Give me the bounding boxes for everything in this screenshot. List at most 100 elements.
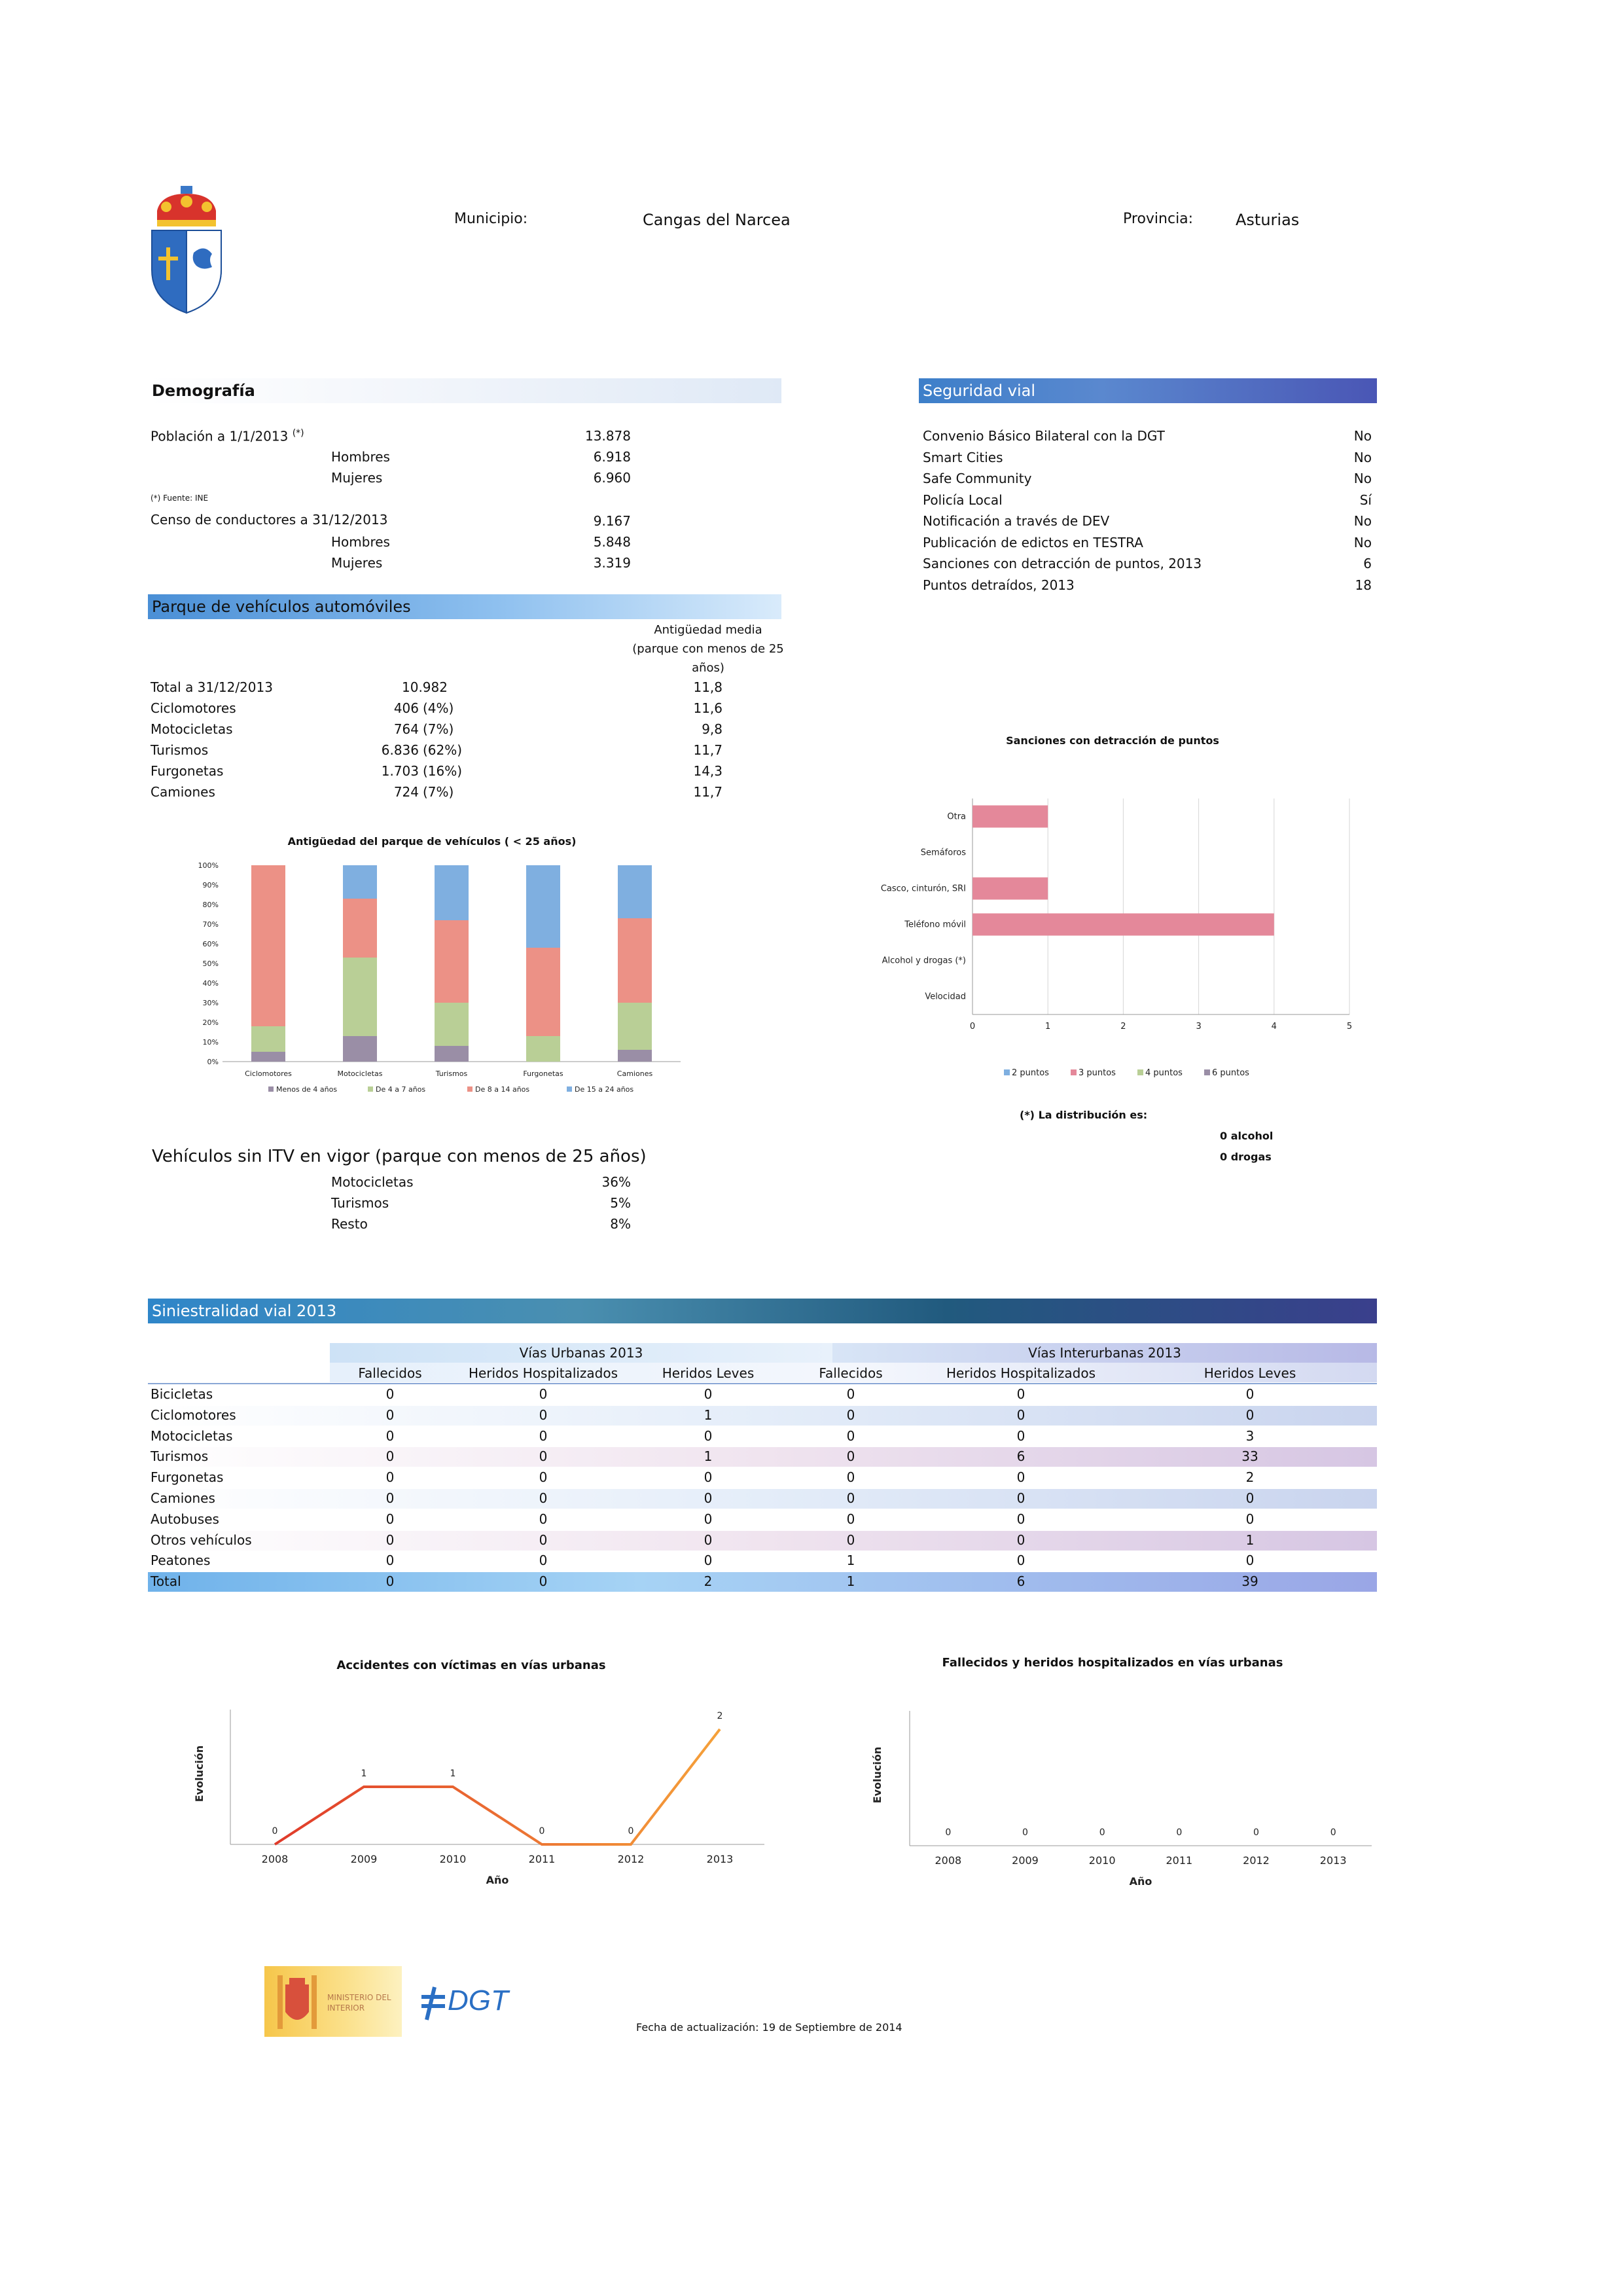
fallecidos-data-label: 0 (1022, 1827, 1028, 1838)
siniestralidad-cell: 2 (704, 1573, 713, 1590)
antiguedad-bar-segment (435, 1003, 469, 1046)
antiguedad-bar-segment (526, 865, 560, 948)
antiguedad-y-tick: 50% (203, 960, 219, 968)
fecha-actualizacion: Fecha de actualización: 19 de Septiembre… (636, 2021, 902, 2034)
siniestralidad-cell: 0 (385, 1532, 395, 1548)
seguridad-row-value: Sí (1359, 492, 1372, 508)
siniestralidad-row-bg (148, 1530, 1377, 1551)
parque-row-pct: (16%) (423, 763, 463, 779)
parque-row-label: Motocicletas (151, 721, 233, 737)
antiguedad-bar-segment (435, 920, 469, 1003)
antiguedad-bar-segment (618, 865, 652, 918)
siniestralidad-cell: 0 (539, 1573, 548, 1590)
vias-urbanas-group-header: Vías Urbanas 2013 (330, 1343, 832, 1363)
siniestralidad-cell: 0 (385, 1511, 395, 1527)
sanciones-bar (972, 805, 1048, 828)
siniestralidad-cell: 0 (539, 1552, 548, 1569)
provincia-value: Asturias (1236, 211, 1300, 229)
sanciones-y-tick: Otra (947, 812, 966, 822)
antiguedad-y-tick: 60% (203, 940, 219, 948)
sanciones-y-tick: Casco, cinturón, SRI (881, 884, 966, 894)
parque-row-antiguedad: 9,8 (702, 721, 722, 737)
siniestralidad-header: Siniestralidad vial 2013 (148, 1299, 1377, 1323)
antiguedad-bar-segment (526, 948, 560, 1036)
siniestralidad-cell: 0 (539, 1490, 548, 1506)
itv-row-value: 36% (601, 1174, 631, 1190)
siniestralidad-row-label: Motocicletas (151, 1427, 233, 1444)
sanciones-legend-swatch (1071, 1069, 1077, 1075)
siniestralidad-cell: 0 (539, 1386, 548, 1402)
fallecidos-x-label: Año (1130, 1875, 1152, 1888)
fallecidos-chart-title: Fallecidos y heridos hospitalizados en v… (942, 1656, 1283, 1670)
siniestralidad-cell: 6 (1016, 1573, 1026, 1590)
censo-hombres-label: Hombres (331, 534, 390, 550)
accidentes-chart-title: Accidentes con víctimas en vías urbanas (336, 1659, 606, 1672)
vias-interurbanas-label: Vías Interurbanas 2013 (1028, 1345, 1181, 1361)
antiguedad-y-tick: 100% (198, 861, 219, 870)
censo-mujeres-label: Mujeres (331, 555, 383, 571)
mujeres-value: 6.960 (593, 470, 631, 486)
fallecidos-data-label: 0 (1330, 1827, 1336, 1838)
accidentes-data-label: 2 (717, 1711, 723, 1721)
seguridad-row-label: Puntos detraídos, 2013 (923, 577, 1075, 593)
sanciones-legend-label: 4 puntos (1145, 1068, 1183, 1078)
parque-row-label: Total a 31/12/2013 (151, 679, 273, 695)
sanciones-x-tick: 2 (1120, 1022, 1126, 1031)
sanciones-chart: Sanciones con detracción de puntos 0 1 2 3 4… (844, 726, 1381, 1093)
parque-row-count: 724 (393, 784, 419, 800)
accidentes-x-label: Año (486, 1874, 509, 1886)
itv-title: Vehículos sin ITV en vigor (parque con m… (152, 1147, 647, 1166)
antiguedad-bar-segment (526, 1036, 560, 1062)
parque-row-count: 764 (393, 721, 419, 737)
fuente-note: (*) Fuente: INE (151, 493, 209, 503)
fallecidos-x-tick: 2009 (1012, 1854, 1039, 1867)
accidentes-x-tick: 2009 (351, 1853, 378, 1865)
siniestralidad-row-label: Camiones (151, 1490, 215, 1506)
parque-row-label: Camiones (151, 784, 215, 800)
accidentes-x-tick: 2011 (529, 1853, 556, 1865)
siniestralidad-cell: 0 (1016, 1511, 1026, 1527)
seguridad-row-value: No (1353, 471, 1372, 486)
vias-urbanas-label: Vías Urbanas 2013 (519, 1345, 643, 1361)
siniestralidad-row-label: Autobuses (151, 1511, 219, 1527)
hombres-label: Hombres (331, 449, 390, 465)
censo-mujeres-value: 3.319 (593, 555, 631, 571)
fallecidos-x-tick: 2011 (1166, 1854, 1192, 1867)
antiguedad-bar-segment (343, 865, 377, 899)
seguridad-row-value: No (1353, 534, 1372, 550)
seguridad-row-label: Publicación de edictos en TESTRA (923, 534, 1143, 550)
antiguedad-y-tick: 30% (203, 999, 219, 1007)
antiguedad-chart-title: Antigüedad del parque de vehículos ( < 2… (287, 835, 577, 848)
siniestralidad-cell: 0 (846, 1407, 855, 1423)
siniestralidad-total-label: Total (151, 1573, 181, 1590)
siniestralidad-cell: 0 (385, 1386, 395, 1402)
antiguedad-bar-segment (618, 1003, 652, 1050)
siniestralidad-cell: 0 (1016, 1490, 1026, 1506)
siniestralidad-cell: 0 (846, 1427, 855, 1444)
siniestralidad-cell: 1 (1245, 1532, 1255, 1548)
municipio-value: Cangas del Narcea (643, 211, 791, 229)
fallecidos-data-label: 0 (1253, 1827, 1259, 1838)
siniestralidad-row-label: Ciclomotores (151, 1407, 236, 1423)
siniestralidad-cell: 0 (1016, 1386, 1026, 1402)
siniestralidad-cell: 0 (539, 1469, 548, 1486)
siniestralidad-cell: 0 (704, 1386, 713, 1402)
fallecidos-x-tick: 2012 (1243, 1854, 1270, 1867)
siniestralidad-total-row (148, 1572, 1377, 1592)
antiguedad-x-tick: Camiones (617, 1069, 653, 1078)
siniestralidad-cell: 0 (1016, 1427, 1026, 1444)
fallecidos-x-tick: 2013 (1320, 1854, 1347, 1867)
accidentes-data-label: 1 (361, 1768, 367, 1779)
siniestralidad-header-rule (148, 1383, 1377, 1384)
parque-row-antiguedad: 11,7 (693, 784, 722, 800)
parque-row-count: 1.703 (381, 763, 419, 779)
seguridad-row-value: No (1353, 513, 1372, 529)
ministerio-logo: MINISTERIO DEL INTERIOR (264, 1966, 402, 2037)
siniestralidad-cell: 0 (539, 1448, 548, 1465)
accidentes-x-tick: 2010 (440, 1853, 467, 1865)
siniestralidad-cell: 0 (1016, 1552, 1026, 1569)
sanciones-y-tick: Alcohol y drogas (*) (882, 956, 966, 966)
municipio-label: Municipio: (454, 211, 528, 227)
sanciones-y-tick: Teléfono móvil (904, 920, 966, 930)
accidentes-series-line (274, 1728, 721, 1846)
